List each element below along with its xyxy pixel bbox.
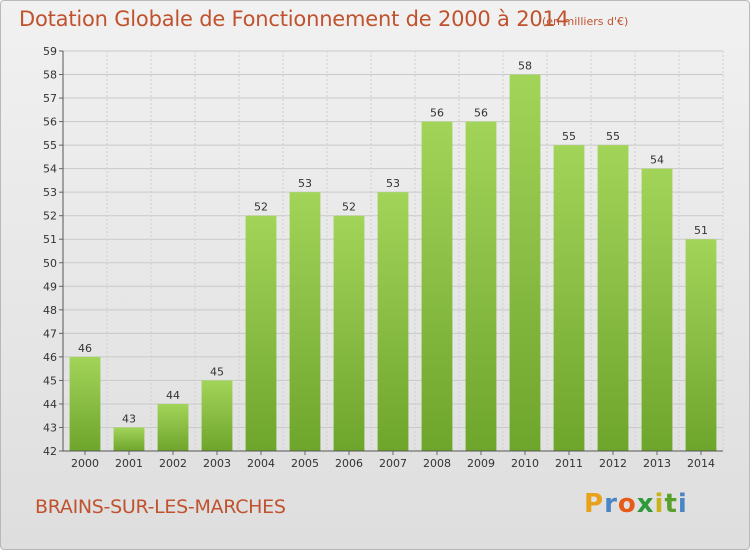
bar — [421, 121, 453, 452]
x-tick-label: 2007 — [379, 457, 407, 470]
y-tick-label: 59 — [43, 45, 57, 58]
y-tick-label: 51 — [43, 233, 57, 246]
y-tick-label: 55 — [43, 139, 57, 152]
commune-name: BRAINS-SUR-LES-MARCHES — [35, 496, 286, 518]
x-tick-label: 2008 — [423, 457, 451, 470]
data-label: 55 — [562, 130, 576, 143]
data-label: 45 — [210, 365, 224, 378]
y-tick-label: 45 — [43, 374, 57, 387]
x-tick-label: 2003 — [203, 457, 231, 470]
bar — [157, 403, 189, 451]
bar — [685, 239, 717, 451]
y-tick-label: 44 — [43, 398, 57, 411]
labels: 42 43 44 45 46 47 48 49 50 51 52 53 54 55 56 57 58 59 46 20… — [43, 45, 715, 470]
y-tick-label: 50 — [43, 257, 57, 270]
logo-letter: P — [584, 489, 605, 519]
x-tick-label: 2006 — [335, 457, 363, 470]
data-label: 52 — [342, 201, 356, 214]
y-tick-label: 58 — [43, 69, 57, 82]
chart-title: Dotation Globale de Fonctionnement de 20… — [19, 7, 569, 31]
data-label: 58 — [518, 60, 532, 73]
proxiti-logo[interactable]: Proxiti — [584, 489, 688, 519]
y-tick-label: 42 — [43, 445, 57, 458]
logo-letter: i — [654, 489, 665, 519]
bar — [289, 192, 321, 452]
data-label: 56 — [430, 107, 444, 120]
bar — [465, 121, 497, 452]
x-tick-label: 2005 — [291, 457, 319, 470]
data-label: 43 — [122, 412, 136, 425]
data-label: 54 — [650, 154, 664, 167]
x-tick-label: 2001 — [115, 457, 143, 470]
bar — [245, 215, 277, 451]
y-tick-label: 48 — [43, 304, 57, 317]
bar — [553, 145, 585, 451]
y-tick-label: 53 — [43, 186, 57, 199]
x-tick-label: 2004 — [247, 457, 275, 470]
chart-subtitle: (en milliers d'€) — [542, 15, 629, 28]
bars — [69, 74, 717, 452]
bar — [69, 356, 101, 451]
y-tick-label: 49 — [43, 280, 57, 293]
y-tick-label: 54 — [43, 163, 57, 176]
x-tick-label: 2010 — [511, 457, 539, 470]
data-label: 51 — [694, 224, 708, 237]
x-tick-label: 2002 — [159, 457, 187, 470]
data-label: 53 — [298, 177, 312, 190]
x-tick-label: 2013 — [643, 457, 671, 470]
axes — [59, 50, 723, 455]
y-tick-label: 47 — [43, 327, 57, 340]
y-tick-label: 43 — [43, 421, 57, 434]
bar — [377, 192, 409, 452]
data-label: 44 — [166, 389, 180, 402]
data-label: 52 — [254, 201, 268, 214]
logo-letter: t — [664, 489, 678, 519]
bar — [113, 427, 145, 451]
bar — [333, 215, 365, 451]
y-tick-label: 52 — [43, 210, 57, 223]
y-tick-label: 56 — [43, 116, 57, 129]
x-tick-label: 2012 — [599, 457, 627, 470]
bar — [509, 74, 541, 451]
data-label: 46 — [78, 342, 92, 355]
y-tick-label: 46 — [43, 351, 57, 364]
y-tick-label: 57 — [43, 92, 57, 105]
logo-letter: x — [636, 489, 655, 519]
x-tick-label: 2014 — [687, 457, 715, 470]
data-label: 55 — [606, 130, 620, 143]
logo-letter: r — [604, 489, 618, 519]
logo-letter: o — [617, 489, 637, 519]
x-tick-label: 2011 — [555, 457, 583, 470]
bar — [597, 145, 629, 451]
data-label: 53 — [386, 177, 400, 190]
x-tick-label: 2000 — [71, 457, 99, 470]
logo-letter: i — [677, 489, 688, 519]
bar — [201, 380, 233, 451]
x-tick-label: 2009 — [467, 457, 495, 470]
data-label: 56 — [474, 107, 488, 120]
bar — [641, 168, 673, 451]
